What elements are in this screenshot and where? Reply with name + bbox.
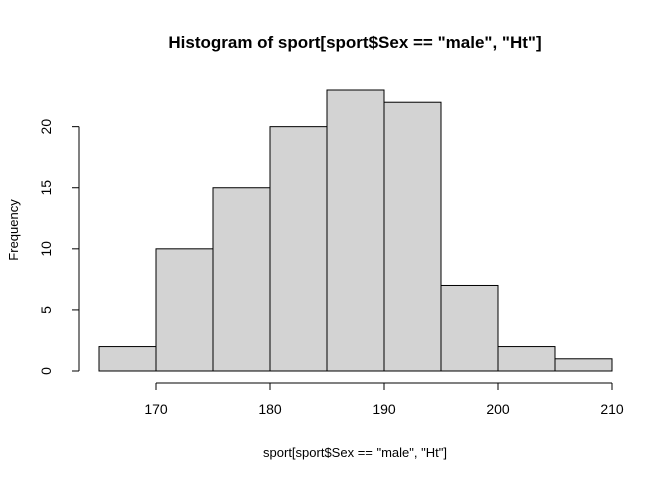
bars-group: [98, 89, 613, 372]
histogram-bar: [383, 101, 442, 372]
y-tick-label: 10: [38, 241, 54, 257]
x-axis-label: sport[sport$Sex == "male", "Ht"]: [263, 445, 447, 460]
x-tick-label: 200: [486, 401, 510, 417]
histogram-bar: [98, 346, 157, 372]
histogram-bar: [326, 89, 385, 372]
y-axis-label: Frequency: [6, 199, 21, 261]
histogram-bar: [440, 284, 499, 372]
x-tick-label: 180: [258, 401, 282, 417]
histogram-bar: [554, 358, 613, 372]
x-tick-label: 170: [144, 401, 168, 417]
histogram-bar: [155, 248, 214, 372]
histogram-bar: [497, 346, 556, 372]
y-tick-label: 20: [38, 119, 54, 135]
y-tick-label: 15: [38, 180, 54, 196]
x-axis: 170 180 190 200 210: [144, 382, 624, 417]
histogram-bar: [269, 126, 328, 372]
x-tick-label: 210: [600, 401, 624, 417]
x-tick-label: 190: [372, 401, 396, 417]
y-tick-label: 5: [38, 306, 54, 314]
y-axis: 0 5 10 15 20: [38, 119, 80, 375]
chart-title: Histogram of sport[sport$Sex == "male", …: [168, 33, 541, 52]
y-tick-label: 0: [38, 367, 54, 375]
histogram-bar: [212, 187, 271, 372]
